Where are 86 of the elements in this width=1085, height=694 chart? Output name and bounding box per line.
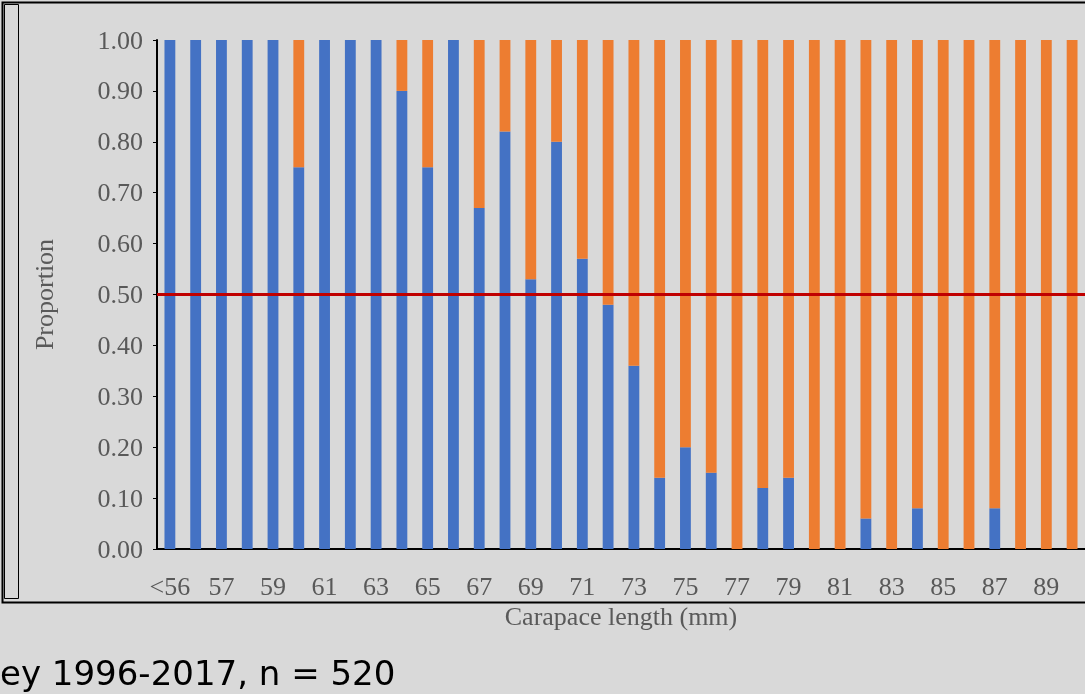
text: ey 1996-2017, n = 520 <box>0 653 396 693</box>
bar <box>912 508 923 549</box>
x-tick-label: 75 <box>672 571 699 601</box>
bar <box>473 40 485 208</box>
y-tick-label: 0.50 <box>97 280 143 309</box>
bar <box>241 40 253 549</box>
x-axis-title: Carapace length (mm) <box>504 602 738 632</box>
bar <box>1040 40 1052 549</box>
bar <box>963 40 975 549</box>
y-tick-label: 0.80 <box>97 127 143 157</box>
bar <box>628 40 640 366</box>
bar <box>860 518 872 549</box>
y-tick-label: 0.70 <box>97 178 143 208</box>
y-axis-title: Proportion <box>29 238 59 351</box>
bar <box>499 40 511 132</box>
bar <box>525 279 537 549</box>
x-tick-label: 59 <box>260 571 286 601</box>
x-tick-label: 77 <box>724 571 750 601</box>
x-tick-label: 61 <box>311 571 338 601</box>
x-tick-label: 73 <box>620 571 647 601</box>
bar <box>396 40 408 91</box>
y-tick-label: 1.00 <box>97 25 143 55</box>
bar <box>912 40 923 509</box>
bar <box>576 258 588 549</box>
bar <box>808 40 820 549</box>
bar <box>551 141 562 549</box>
bar <box>680 40 691 448</box>
bar <box>422 40 434 168</box>
bar <box>602 304 614 549</box>
bar <box>164 40 176 549</box>
bar <box>860 40 872 519</box>
x-tick-label: 67 <box>466 571 493 601</box>
bar <box>783 40 794 478</box>
bar <box>628 365 640 549</box>
y-tick-label: 0.00 <box>97 534 143 564</box>
bar <box>1066 40 1078 549</box>
bar <box>705 472 717 549</box>
x-tick-label: 87 <box>981 571 1008 601</box>
y-tick-label: 0.20 <box>97 432 143 462</box>
bar <box>576 40 588 259</box>
bar <box>886 40 898 549</box>
bar <box>731 40 743 549</box>
bar <box>499 131 511 549</box>
bar <box>654 40 666 478</box>
bar <box>293 40 305 168</box>
bar <box>705 40 717 473</box>
y-tick-label: 0.10 <box>97 483 143 513</box>
x-tick-label: 83 <box>878 571 905 601</box>
bar <box>293 167 305 549</box>
bar <box>448 40 459 549</box>
y-tick-label: 0.30 <box>97 381 143 411</box>
bar <box>551 40 562 142</box>
bar <box>473 207 485 549</box>
bar <box>757 40 769 488</box>
bar <box>267 40 279 549</box>
x-tick-label: 85 <box>930 571 957 601</box>
y-tick-label: 0.60 <box>97 229 143 259</box>
x-tick-label: 71 <box>569 571 596 601</box>
bar <box>190 40 202 549</box>
bar <box>1015 40 1026 549</box>
bar <box>783 477 794 549</box>
bar <box>937 40 949 549</box>
bar <box>989 508 1001 549</box>
x-tick-label: 65 <box>414 571 441 601</box>
y-tick-label: 0.90 <box>97 76 143 106</box>
bar <box>525 40 537 280</box>
x-tick-label: 69 <box>517 571 544 601</box>
x-tick-label: 79 <box>775 571 802 601</box>
bar <box>396 90 408 549</box>
x-tick-label: 57 <box>208 571 235 601</box>
x-tick-label: <56 <box>149 571 191 601</box>
y-tick-label: 0.40 <box>97 330 143 360</box>
bar <box>834 40 846 549</box>
x-tick-label: 89 <box>1033 571 1060 601</box>
bar <box>602 40 614 305</box>
bar <box>216 40 227 549</box>
bar <box>680 447 691 549</box>
bar <box>319 40 330 549</box>
bar <box>370 40 382 549</box>
bar <box>654 477 666 549</box>
bar <box>422 167 434 549</box>
bar <box>989 40 1001 509</box>
x-tick-label: 81 <box>827 571 854 601</box>
x-tick-label: 63 <box>363 571 390 601</box>
bar <box>757 487 769 549</box>
bar <box>344 40 356 549</box>
